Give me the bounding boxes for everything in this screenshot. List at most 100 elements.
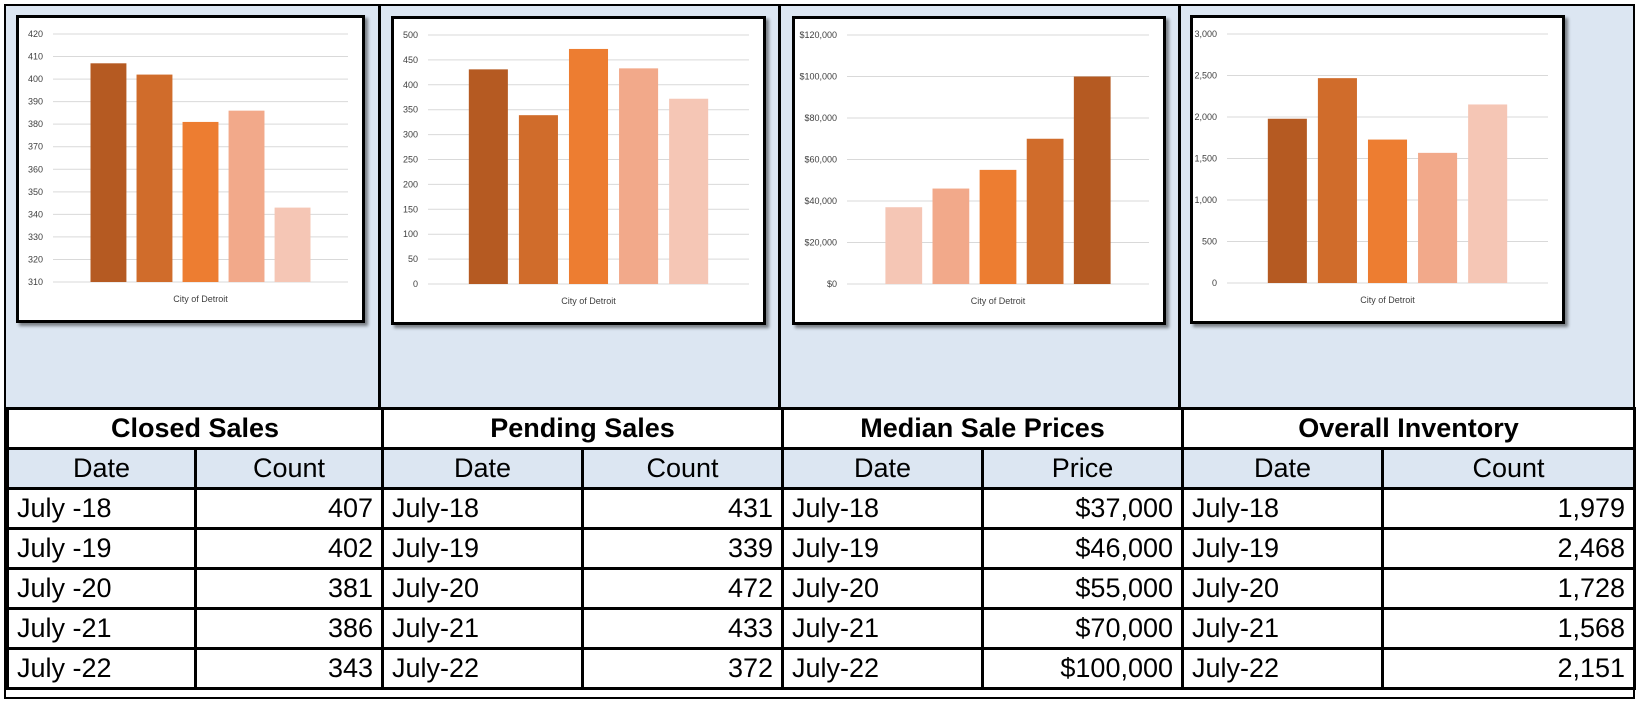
value-cell: 381: [193, 567, 385, 610]
date-cell: July -20: [6, 567, 197, 610]
bar: [136, 74, 173, 282]
table-row: July -19 402 July-19 339 July-19 $46,000…: [6, 527, 1637, 570]
overall-inventory-bar-chart: 0 500 1,000 1,500 2,000 2,500 3,000 City of Det…: [1194, 29, 1548, 305]
y-tick-label: 360: [28, 164, 43, 174]
x-category-label: City of Detroit: [173, 294, 228, 304]
x-category-label: City of Detroit: [1360, 295, 1415, 305]
date-cell: July -18: [6, 487, 197, 530]
bar: [568, 48, 609, 284]
bar: [1073, 76, 1111, 284]
value-cell: $37,000: [981, 487, 1185, 530]
value-cell: $70,000: [981, 607, 1185, 650]
y-tick-label: 420: [28, 29, 43, 39]
chart-panel-median-sale-prices: $0 $20,000 $40,000 $60,000 $80,000 $100,000 $1…: [781, 6, 1181, 407]
y-tick-label: 2,500: [1194, 71, 1217, 81]
column-header: Date: [781, 447, 985, 490]
pending-sales-bar-chart: 0 50 100 150 200 250 300 350 400 450 500 City of De…: [403, 30, 749, 306]
date-cell: July -19: [6, 527, 197, 570]
x-category-label: City of Detroit: [561, 296, 616, 306]
y-tick-label: $20,000: [804, 238, 837, 248]
bar: [518, 115, 558, 284]
y-tick-label: 100: [403, 229, 418, 239]
y-tick-label: $100,000: [799, 72, 837, 82]
date-cell: July-21: [781, 607, 985, 650]
y-tick-label: 300: [403, 130, 418, 140]
value-cell: $46,000: [981, 527, 1185, 570]
value-cell: 343: [193, 647, 385, 690]
date-cell: July-19: [381, 527, 585, 570]
value-cell: 339: [581, 527, 785, 570]
x-category-label: City of Detroit: [971, 296, 1026, 306]
y-tick-label: 350: [403, 105, 418, 115]
y-tick-label: 0: [413, 279, 418, 289]
bar: [1418, 152, 1458, 283]
closed-sales-bar-chart: 310 320 330 340 350 360 370 380 390 400 410 420 City…: [28, 29, 348, 304]
y-tick-label: $80,000: [804, 113, 837, 123]
y-tick-label: 390: [28, 97, 43, 107]
chart-panel-closed-sales: 310 320 330 340 350 360 370 380 390 400 410 420 City…: [6, 6, 381, 407]
y-tick-label: 330: [28, 232, 43, 242]
y-tick-label: 3,000: [1194, 29, 1217, 39]
y-tick-label: 500: [403, 30, 418, 40]
report-board: 310 320 330 340 350 360 370 380 390 400 410 420 City…: [4, 4, 1637, 699]
y-tick-label: $0: [827, 279, 837, 289]
y-tick-label: 340: [28, 209, 43, 219]
chart-panel-pending-sales: 0 50 100 150 200 250 300 350 400 450 500 City of De…: [381, 6, 781, 407]
y-tick-label: 250: [403, 155, 418, 165]
value-cell: 2,468: [1381, 527, 1637, 570]
y-tick-label: 310: [28, 277, 43, 287]
y-tick-label: 320: [28, 254, 43, 264]
y-tick-label: $60,000: [804, 155, 837, 165]
date-cell: July-21: [381, 607, 585, 650]
y-tick-label: 370: [28, 142, 43, 152]
value-cell: 2,151: [1381, 647, 1637, 690]
bar: [669, 98, 709, 284]
value-cell: 1,728: [1381, 567, 1637, 610]
date-cell: July -21: [6, 607, 197, 650]
date-cell: July -22: [6, 647, 197, 690]
date-cell: July-18: [781, 487, 985, 530]
y-tick-label: 380: [28, 119, 43, 129]
chart-panel-overall-inventory: 0 500 1,000 1,500 2,000 2,500 3,000 City of Det…: [1181, 6, 1633, 407]
date-cell: July-20: [381, 567, 585, 610]
bar: [1026, 138, 1064, 284]
bar: [228, 110, 265, 283]
date-cell: July-22: [1181, 647, 1385, 690]
y-tick-label: $120,000: [799, 30, 837, 40]
table-row: July -22 343 July-22 372 July-22 $100,00…: [6, 647, 1637, 690]
value-cell: 372: [581, 647, 785, 690]
median-sale-prices-title: Median Sale Prices: [781, 407, 1185, 450]
bar: [1468, 104, 1508, 283]
bar: [90, 63, 127, 283]
date-cell: July-20: [1181, 567, 1385, 610]
value-cell: 472: [581, 567, 785, 610]
bar: [274, 207, 311, 282]
y-tick-label: 400: [28, 74, 43, 84]
y-tick-label: 410: [28, 52, 43, 62]
y-tick-label: 200: [403, 179, 418, 189]
column-header: Date: [381, 447, 585, 490]
table-row: July -20 381 July-20 472 July-20 $55,000…: [6, 567, 1637, 610]
value-cell: 433: [581, 607, 785, 650]
value-cell: 1,979: [1381, 487, 1637, 530]
table-row: July -21 386 July-21 433 July-21 $70,000…: [6, 607, 1637, 650]
value-cell: 431: [581, 487, 785, 530]
overall-inventory-title: Overall Inventory: [1181, 407, 1637, 450]
chart-median-sale-prices: $0 $20,000 $40,000 $60,000 $80,000 $100,000 $1…: [792, 16, 1166, 325]
date-cell: July-18: [381, 487, 585, 530]
chart-closed-sales: 310 320 330 340 350 360 370 380 390 400 410 420 City…: [16, 15, 365, 323]
y-tick-label: 150: [403, 204, 418, 214]
y-tick-label: 500: [1202, 237, 1217, 247]
y-tick-label: 1,500: [1194, 154, 1217, 164]
date-cell: July-21: [1181, 607, 1385, 650]
bar: [182, 121, 219, 282]
summary-table: Closed Sales Pending Sales Median Sale P…: [5, 407, 1637, 690]
value-cell: 1,568: [1381, 607, 1637, 650]
date-cell: July-18: [1181, 487, 1385, 530]
date-cell: July-19: [781, 527, 985, 570]
y-tick-label: 450: [403, 55, 418, 65]
bar: [1367, 139, 1408, 283]
date-cell: July-20: [781, 567, 985, 610]
bar: [619, 68, 659, 284]
column-header: Date: [6, 447, 197, 490]
